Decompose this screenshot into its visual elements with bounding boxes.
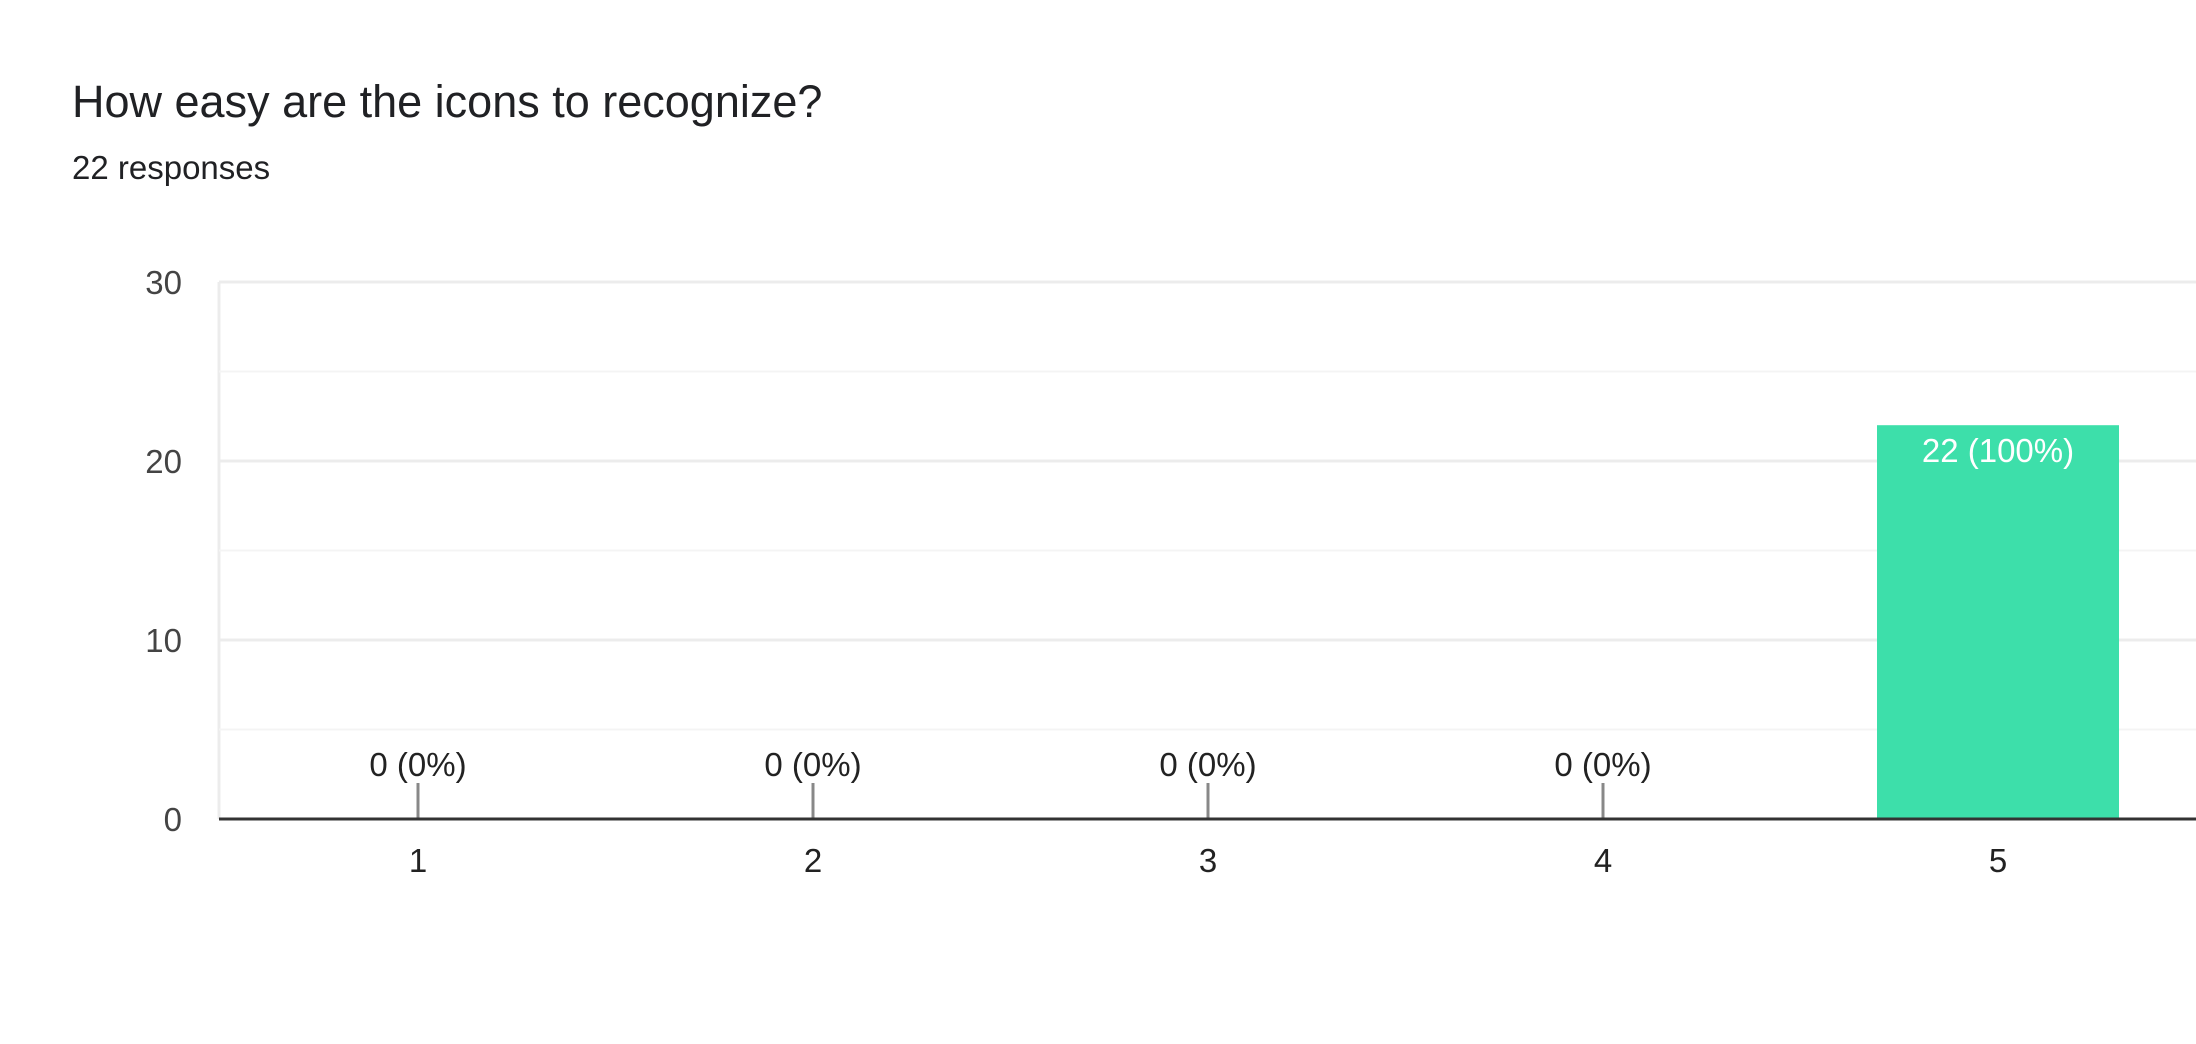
x-tick-label: 1 xyxy=(409,842,427,879)
y-tick-label: 30 xyxy=(145,264,182,301)
x-tick-label: 3 xyxy=(1199,842,1217,879)
x-tick-label: 2 xyxy=(804,842,822,879)
x-tick-label: 4 xyxy=(1594,842,1612,879)
response-count: 22 responses xyxy=(72,149,271,186)
bar-5 xyxy=(1877,425,2119,819)
data-label: 0 (0%) xyxy=(369,746,466,783)
gridlines xyxy=(217,280,2196,819)
y-tick-label: 20 xyxy=(145,443,182,480)
x-tick-label: 5 xyxy=(1989,842,2007,879)
bars xyxy=(416,425,2119,819)
data-label: 0 (0%) xyxy=(1554,746,1651,783)
y-tick-label: 0 xyxy=(164,801,182,838)
data-label: 22 (100%) xyxy=(1922,432,2074,469)
y-tick-label: 10 xyxy=(145,622,182,659)
data-label: 0 (0%) xyxy=(1159,746,1256,783)
data-label: 0 (0%) xyxy=(764,746,861,783)
y-axis: 0 10 20 30 xyxy=(145,264,182,838)
x-axis: 1 2 3 4 5 xyxy=(219,817,2196,879)
question-title: How easy are the icons to recognize? xyxy=(72,76,823,127)
data-labels: 0 (0%) 0 (0%) 0 (0%) 0 (0%) 22 (100%) xyxy=(369,432,2074,783)
